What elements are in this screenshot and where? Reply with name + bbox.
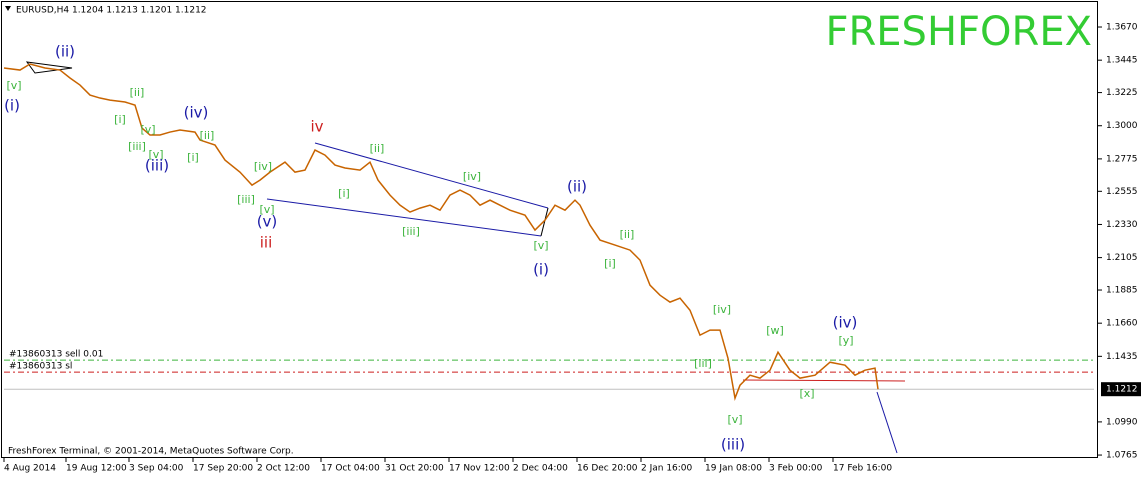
- x-tick-label: 2 Dec 04:00: [513, 464, 568, 474]
- x-tick-label: 2 Oct 12:00: [257, 464, 310, 474]
- y-tick-label: 1.3670: [1106, 23, 1138, 33]
- range-line: [742, 379, 906, 382]
- wave-label: (iii): [721, 436, 745, 454]
- current-price-box: [1101, 382, 1141, 397]
- wave-label: [v]: [140, 123, 155, 136]
- wave-label: iii: [260, 234, 273, 252]
- y-tick-label: 1.3000: [1106, 121, 1138, 131]
- y-tick-label: 1.1435: [1106, 352, 1138, 362]
- wave-label: [ii]: [370, 142, 385, 155]
- x-tick-label: 3 Sep 04:00: [129, 464, 184, 474]
- logo: FRESHFOREX: [825, 9, 1092, 55]
- channel-bottom: [266, 198, 542, 237]
- x-tick-label: 31 Oct 20:00: [385, 464, 444, 474]
- y-tick-label: 1.2555: [1106, 187, 1138, 197]
- y-tick-label: 1.3445: [1106, 56, 1138, 66]
- wave-label: (iv): [184, 104, 209, 122]
- y-tick-label: 1.1885: [1106, 286, 1138, 296]
- wave-label: [ii]: [200, 129, 215, 142]
- wave-label: [y]: [838, 334, 853, 347]
- wave-label: [v]: [148, 148, 163, 161]
- wave-label: iv: [310, 118, 323, 136]
- copyright: FreshForex Terminal, © 2001-2014, MetaQu…: [8, 447, 294, 457]
- wave-label: [w]: [766, 324, 784, 337]
- order-label: #13860313 sell 0.01: [9, 350, 103, 360]
- wave-label: [iv]: [463, 170, 481, 183]
- y-tick-label: 1.1660: [1106, 319, 1138, 329]
- wave-label: (iii): [145, 157, 169, 175]
- wave-label: [i]: [338, 187, 350, 200]
- x-tick-label: 17 Oct 04:00: [321, 464, 380, 474]
- channel-top: [314, 142, 549, 209]
- x-tick-label: 3 Feb 00:00: [769, 464, 823, 474]
- plot-frame: [1, 1, 1098, 458]
- wave-label: [v]: [259, 203, 274, 216]
- y-tick-label: 1.2775: [1106, 154, 1138, 164]
- wave-label: [v]: [6, 79, 21, 92]
- wave-label: [iii]: [402, 225, 420, 238]
- header: EURUSD,H4 1.1204 1.1213 1.1201 1.1212: [16, 6, 207, 16]
- y-tick-label: 1.3225: [1106, 88, 1138, 98]
- wave-label: [iii]: [694, 357, 712, 370]
- wave-label: (iv): [833, 314, 858, 332]
- projection: [876, 391, 898, 454]
- wave-label: (ii): [567, 178, 587, 196]
- wave-label: [v]: [533, 239, 548, 252]
- x-tick-label: 19 Jan 08:00: [705, 464, 762, 474]
- wave-label: [ii]: [620, 228, 635, 241]
- x-tick-label: 19 Aug 12:00: [66, 464, 127, 474]
- wave-label: [x]: [799, 387, 814, 400]
- wave-label: [iii]: [237, 193, 255, 206]
- trend-lines: [25, 61, 906, 454]
- y-tick-label: 1.0765: [1106, 451, 1138, 461]
- y-tick-label: 1.2330: [1106, 220, 1138, 230]
- wave-label: [iv]: [254, 160, 272, 173]
- triangle: [25, 61, 73, 74]
- current-price-label: 1.1212: [1106, 385, 1138, 395]
- wave-label: [i]: [604, 257, 616, 270]
- wave-label: (i): [533, 261, 549, 279]
- x-tick-label: 17 Sep 20:00: [193, 464, 253, 474]
- wave-label: [ii]: [130, 86, 145, 99]
- wave-label: [iv]: [713, 303, 731, 316]
- wave-label: [i]: [114, 113, 126, 126]
- wave-label: (i): [4, 97, 20, 115]
- x-tick-label: 2 Jan 16:00: [641, 464, 693, 474]
- channel-end: [540, 207, 549, 237]
- x-tick-label: 16 Dec 20:00: [577, 464, 638, 474]
- wave-label: (ii): [55, 43, 75, 61]
- order-label: #13860313 sl: [9, 362, 72, 372]
- x-tick-label: 4 Aug 2014: [4, 464, 56, 474]
- menu-arrow: [5, 6, 11, 11]
- wave-label: [i]: [187, 151, 199, 164]
- y-tick-label: 1.2105: [1106, 253, 1138, 263]
- x-tick-label: 17 Nov 12:00: [449, 464, 510, 474]
- wave-label: [iii]: [128, 140, 146, 153]
- wave-label: [v]: [727, 413, 742, 426]
- y-tick-label: 1.0990: [1106, 417, 1138, 427]
- wave-label: (v): [257, 213, 278, 231]
- price-line: [3, 63, 879, 401]
- x-tick-label: 17 Feb 16:00: [833, 464, 892, 474]
